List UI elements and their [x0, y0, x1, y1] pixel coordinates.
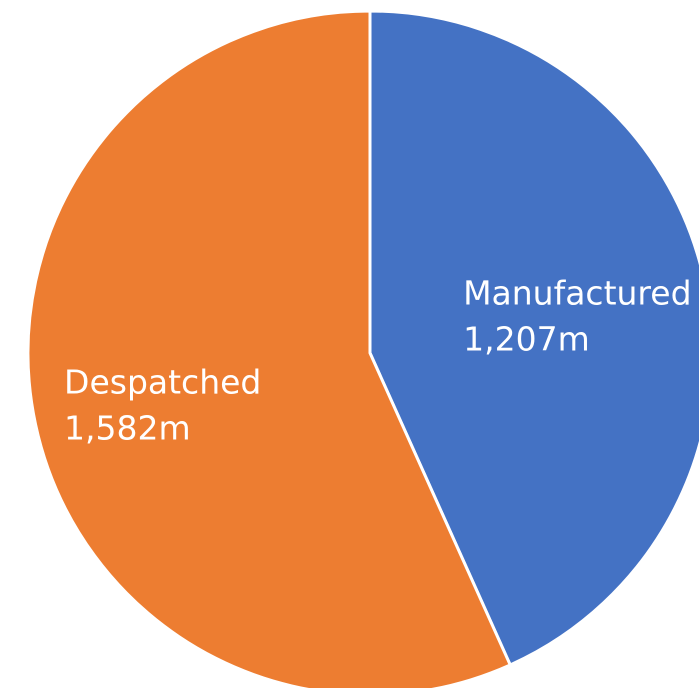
slice-value-manufactured: 1,207m: [463, 320, 590, 359]
slice-label-manufactured: Manufactured: [463, 274, 691, 313]
pie-slices: [26, 9, 699, 688]
slice-label-despatched: Despatched: [64, 363, 261, 402]
pie-data-labels: Manufactured 1,207m Despatched 1,582m: [64, 274, 692, 448]
pie-slice-despatched: [26, 9, 512, 688]
pie-slice-manufactured: [368, 9, 699, 667]
slice-value-despatched: 1,582m: [64, 409, 191, 448]
